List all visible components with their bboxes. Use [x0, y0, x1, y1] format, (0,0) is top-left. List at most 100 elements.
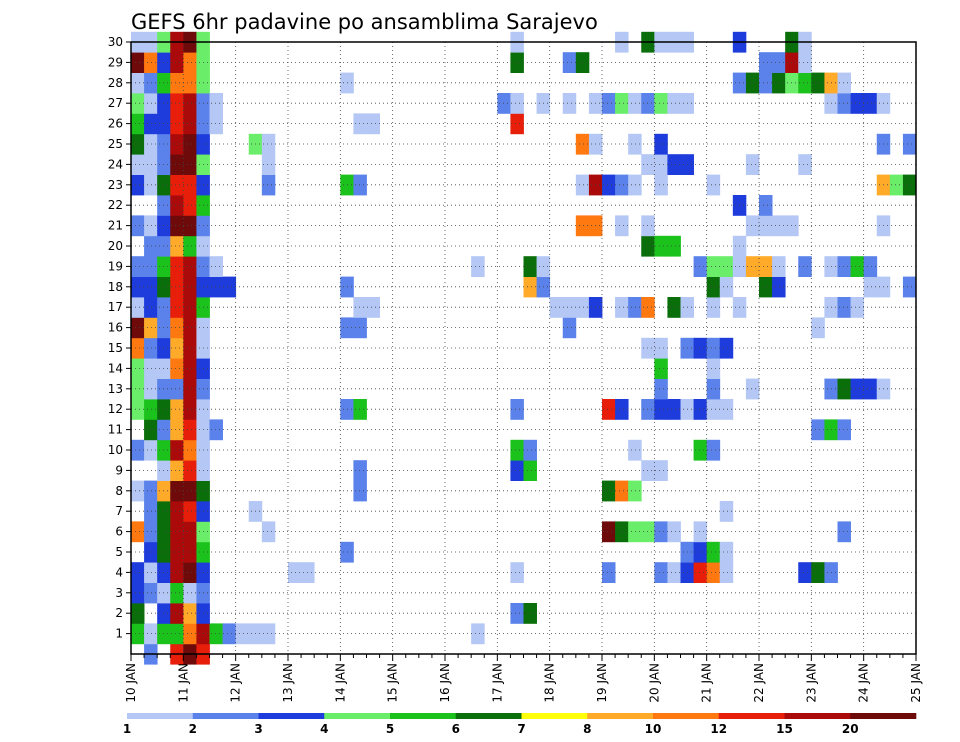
heatmap-cell [628, 174, 642, 196]
heatmap-cell [183, 276, 197, 298]
heatmap-cell [261, 133, 276, 155]
heatmap-cell [811, 419, 825, 441]
heatmap-cell [131, 603, 145, 624]
heatmap-cell [170, 460, 184, 481]
heatmap-cell [654, 358, 668, 379]
plot-grid [131, 41, 916, 654]
heatmap-cell [628, 93, 642, 114]
colorbar-label: 1 [123, 722, 131, 736]
heatmap-cell [183, 297, 197, 318]
heatmap-cell [183, 541, 197, 563]
colorbar-swatch [192, 713, 259, 719]
y-tick-label: 16 [108, 321, 123, 335]
heatmap-cell [837, 378, 851, 400]
heatmap-cell [745, 256, 760, 277]
heatmap-cell [562, 93, 577, 114]
heatmap-cell [902, 174, 917, 196]
heatmap-cell [772, 52, 786, 73]
heatmap-cell [667, 562, 681, 583]
heatmap-cell [667, 154, 681, 175]
y-tick-label: 29 [108, 55, 123, 69]
heatmap-cell [170, 439, 184, 461]
heatmap-cell [510, 460, 524, 481]
heatmap-cell [719, 562, 734, 583]
heatmap-cell [170, 501, 184, 522]
heatmap-cell [523, 439, 537, 461]
heatmap-cell [353, 399, 367, 420]
y-tick-label: 3 [115, 586, 123, 600]
heatmap-cell [353, 480, 367, 502]
heatmap-cell [745, 215, 760, 237]
heatmap-cell [170, 276, 184, 298]
colorbar-swatch [390, 713, 457, 719]
heatmap-cell [183, 337, 197, 359]
heatmap-cell [837, 72, 851, 94]
heatmap-cell [575, 174, 590, 196]
heatmap-cell [131, 297, 145, 318]
heatmap-cell [131, 133, 145, 155]
heatmap-cell [144, 399, 158, 420]
heatmap-cell [654, 154, 668, 175]
heatmap-cell [144, 480, 158, 502]
heatmap-cell [772, 256, 786, 277]
heatmap-cell [144, 317, 158, 339]
heatmap-cell [144, 541, 158, 563]
heatmap-cell [667, 297, 681, 318]
colorbar: 1 2 3 4 5 6 7 8 10 12 15 20 [123, 713, 917, 736]
heatmap-cell [654, 399, 668, 420]
heatmap-cell [523, 603, 537, 624]
colorbar-swatch [127, 713, 194, 719]
x-tick-label: 16 JAN [438, 663, 452, 703]
heatmap-cell [772, 276, 786, 298]
heatmap-cell [772, 72, 786, 94]
y-tick-label: 9 [115, 463, 123, 477]
heatmap-cell [170, 378, 184, 400]
heatmap-cell [144, 337, 158, 359]
heatmap-cell [183, 235, 197, 257]
heatmap-cell [170, 541, 184, 563]
colorbar-label: 5 [386, 722, 394, 736]
heatmap-cell [170, 603, 184, 624]
x-tick-label: 14 JAN [333, 663, 347, 703]
heatmap-cell [562, 52, 577, 73]
heatmap-cell [602, 521, 616, 543]
heatmap-cell [288, 562, 302, 583]
heatmap-cell [144, 154, 158, 175]
heatmap-cell [366, 297, 380, 318]
heatmap-cell [615, 215, 629, 237]
colorbar-label: 8 [583, 722, 591, 736]
colorbar-label: 3 [254, 722, 262, 736]
heatmap-cell [209, 113, 223, 135]
colorbar-label: 7 [517, 722, 525, 736]
heatmap-cell [170, 297, 184, 318]
heatmap-cell [654, 337, 668, 359]
x-tick-label: 24 JAN [857, 663, 871, 703]
heatmap-cell [209, 276, 223, 298]
heatmap-cell [144, 256, 158, 277]
heatmap-cell [759, 215, 773, 237]
heatmap-cell [144, 174, 158, 196]
heatmap-cell [719, 337, 734, 359]
heatmap-cell [183, 378, 197, 400]
y-tick-label: 5 [115, 545, 123, 559]
heatmap-cell [170, 521, 184, 543]
heatmap-cell [667, 93, 681, 114]
heatmap-cell [183, 582, 197, 604]
heatmap-cell [719, 256, 734, 277]
heatmap-cell [654, 174, 668, 196]
heatmap-cell [759, 276, 773, 298]
heatmap-cell [170, 195, 184, 216]
heatmap-cell [693, 439, 708, 461]
heatmap-cell [706, 562, 721, 583]
colorbar-swatch [850, 713, 917, 719]
heatmap-cell [170, 235, 184, 257]
heatmap-cell [144, 72, 158, 94]
heatmap-cell [170, 582, 184, 604]
heatmap-cell [706, 297, 721, 318]
heatmap-cell [706, 256, 721, 277]
heatmap-cell [131, 521, 145, 543]
heatmap-cell [745, 154, 760, 175]
heatmap-cell [798, 154, 812, 175]
heatmap-cell [562, 297, 577, 318]
heatmap-cell [183, 113, 197, 135]
